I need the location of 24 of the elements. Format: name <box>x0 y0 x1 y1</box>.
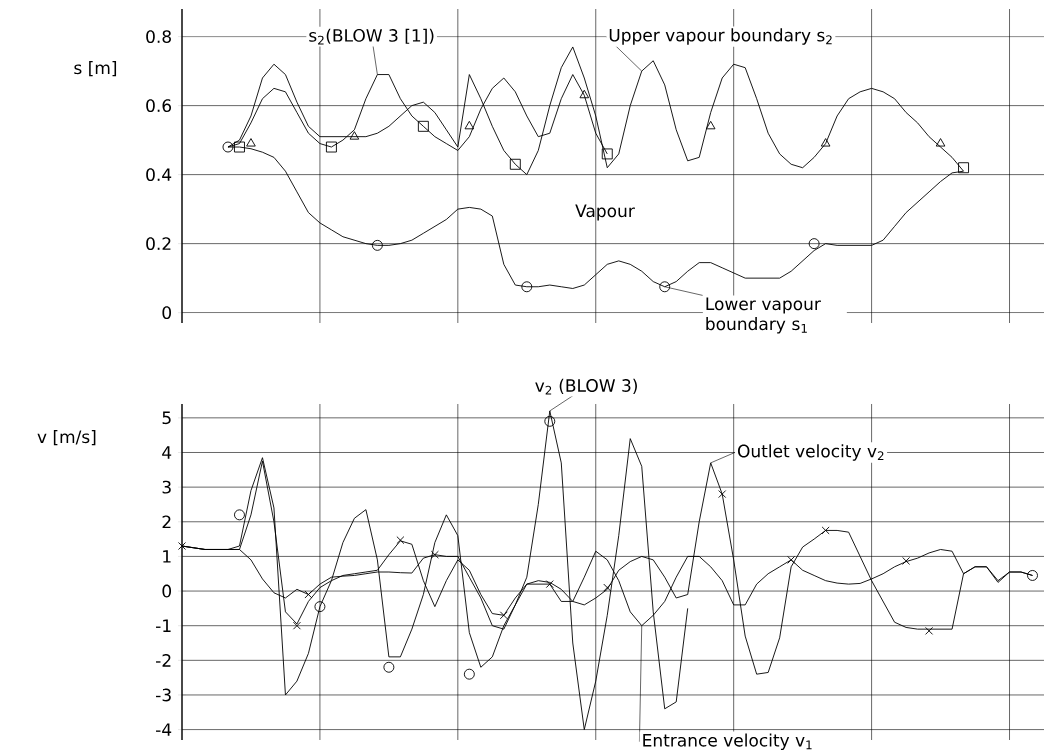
series-label: Upper vapour boundary s$_{2}$ <box>609 28 832 45</box>
y-tick-label: -1 <box>156 619 171 632</box>
y-tick-label: 0.2 <box>146 237 171 251</box>
series-label: v$_{2}$ (BLOW 3) <box>535 378 637 395</box>
y-tick-label: -3 <box>156 688 171 702</box>
series-label: Lower vapour boundary s$_{1}$ <box>706 297 821 334</box>
y-tick-label: 0.8 <box>146 30 171 44</box>
y-tick-label: 4 <box>162 446 172 459</box>
y-tick-label: 2 <box>162 515 171 529</box>
y-axis-title: s [m] <box>74 61 117 77</box>
y-tick-label: 0 <box>162 306 172 320</box>
y-tick-label: 0.6 <box>146 99 172 113</box>
y-tick-label: -4 <box>156 723 172 736</box>
y-tick-label: 1 <box>163 550 171 563</box>
annotation: Vapour <box>575 204 635 221</box>
y-tick-label: 5 <box>162 411 171 425</box>
legend-label: Outlet velocity v$_{2}$ <box>737 444 884 461</box>
y-tick-label: -2 <box>156 654 171 667</box>
y-tick-label: 0.4 <box>146 168 172 182</box>
y-tick-label: 3 <box>162 480 171 494</box>
text: Entrance velocity v$_{1}$ <box>643 733 812 750</box>
y-tick-label: 0 <box>162 584 172 598</box>
text: s$_{2}$(BLOW 3 [1]) <box>309 28 434 45</box>
y-axis-title: v [m/s] <box>37 430 96 446</box>
